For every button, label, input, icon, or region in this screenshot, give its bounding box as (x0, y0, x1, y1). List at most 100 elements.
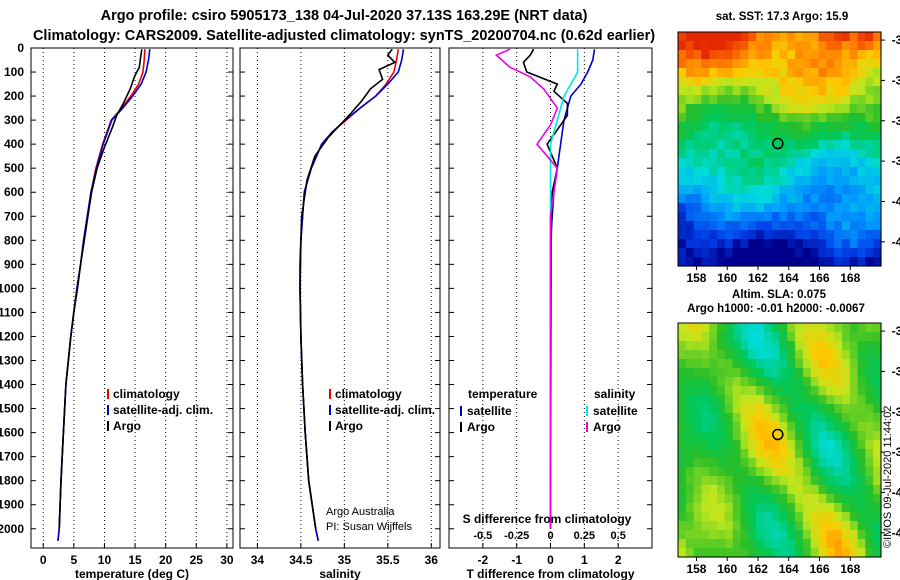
map-cell (802, 539, 812, 549)
map-cell (748, 350, 757, 360)
map-cell (732, 248, 742, 258)
map-cell (834, 431, 843, 441)
map-cell (857, 404, 866, 414)
map-cell (795, 476, 804, 486)
map-cell (802, 77, 812, 87)
map-cell (701, 539, 710, 549)
map-cell (701, 176, 710, 186)
map-cell (865, 122, 874, 132)
map-cell (802, 395, 812, 405)
map-cell (779, 131, 788, 141)
legend-label: Argo (113, 419, 141, 433)
map-cell (849, 248, 859, 258)
map-cell (865, 431, 874, 441)
map-cell (795, 194, 804, 204)
map-cell (857, 395, 866, 405)
map-cell (779, 32, 788, 42)
map-cell (724, 95, 734, 105)
map-cell (849, 158, 859, 168)
series-line-t-argo (522, 48, 569, 529)
map-cell (842, 167, 851, 177)
map-cell (795, 431, 804, 441)
map-cell (678, 113, 687, 123)
map-cell (685, 32, 695, 42)
map-cell (779, 395, 788, 405)
map-cell (865, 530, 874, 540)
map-cell (857, 485, 866, 495)
lat-tick-label: -42 (892, 526, 900, 540)
credit-line-2: PI: Susan Wijffels (326, 521, 412, 533)
map-cell (701, 395, 710, 405)
map-cell (717, 104, 726, 114)
map-cell (849, 194, 859, 204)
map-cell (826, 203, 835, 213)
map-cell (842, 350, 851, 360)
map-cell (779, 341, 788, 351)
map-cell (779, 476, 788, 486)
map-cell (678, 449, 687, 459)
map-cell (873, 449, 882, 459)
map-cell (709, 176, 718, 186)
map-cell (740, 41, 749, 51)
map-cell (834, 377, 843, 387)
map-cell (709, 350, 718, 360)
map-cell (685, 239, 695, 249)
map-cell (756, 140, 765, 150)
map-cell (865, 221, 874, 231)
map-cell (834, 122, 843, 132)
map-cell (717, 248, 726, 258)
map-cell (709, 494, 718, 504)
map-cell (865, 176, 874, 186)
map-cell (849, 368, 859, 378)
map-cell (685, 104, 695, 114)
map-cell (810, 494, 820, 504)
map-cell (865, 377, 874, 387)
map-cell (802, 422, 812, 432)
map-cell (732, 386, 742, 396)
map-cell (709, 467, 718, 477)
map-cell (818, 158, 827, 168)
map-cell (802, 50, 812, 60)
lon-tick-label: 166 (809, 271, 829, 285)
map-cell (842, 539, 851, 549)
map-cell (865, 386, 874, 396)
map-cell (717, 395, 726, 405)
map-cell (795, 239, 804, 249)
map-cell (849, 539, 859, 549)
map-cell (779, 323, 788, 333)
map-cell (787, 113, 796, 123)
map-cell (849, 122, 859, 132)
map-cell (678, 359, 687, 369)
map-cell (724, 359, 734, 369)
map-cell (732, 239, 742, 249)
map-cell (724, 248, 734, 258)
map-cell (685, 194, 695, 204)
map-cell (701, 95, 710, 105)
map-cell (717, 368, 726, 378)
map-cell (818, 176, 827, 186)
map-cell (763, 548, 773, 558)
map-cell (842, 122, 851, 132)
map-cell (779, 239, 788, 249)
map-cell (678, 41, 687, 51)
map-cell (748, 530, 757, 540)
map-cell (763, 503, 773, 513)
map-cell (826, 521, 835, 531)
map-cell (826, 494, 835, 504)
map-cell (724, 341, 734, 351)
map-cell (873, 95, 882, 105)
map-cell (849, 476, 859, 486)
map-cell (724, 395, 734, 405)
map-cell (810, 521, 820, 531)
map-cell (763, 86, 773, 96)
map-cell (693, 203, 702, 213)
map-cell (865, 395, 874, 405)
map-cell (771, 359, 781, 369)
map-cell (771, 350, 781, 360)
map-cell (748, 485, 757, 495)
map-cell (818, 323, 827, 333)
x-axis-label: temperature (deg C) (75, 567, 189, 580)
map-cell (865, 485, 874, 495)
map-cell (826, 230, 835, 240)
map-cell (724, 539, 734, 549)
